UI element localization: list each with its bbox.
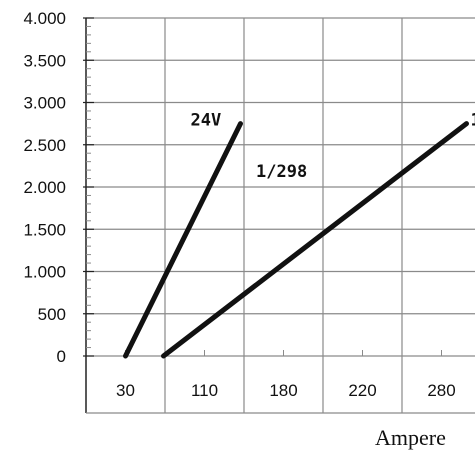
y-tick-label: 4.000	[23, 9, 66, 28]
y-tick-label: 3.000	[23, 94, 66, 113]
x-tick-label: 30	[116, 381, 135, 400]
x-tick-label: 280	[427, 381, 455, 400]
y-tick-label: 0	[57, 347, 66, 366]
x-tick-label: 220	[348, 381, 376, 400]
y-tick-label: 1.500	[23, 220, 66, 239]
series-line-12v	[161, 121, 469, 359]
y-tick-label: 3.500	[23, 51, 66, 70]
y-tick-label: 2.500	[23, 136, 66, 155]
series-label-12v: 12V	[471, 111, 475, 131]
y-tick-label: 1.000	[23, 263, 66, 282]
y-tick-labels: 0 500 1.000 1.500 2.000 2.500 3.000 3.500 4.000	[23, 9, 66, 366]
series-labels: 24V 12V	[191, 111, 475, 131]
x-tick-labels: 30 110 180 220 280	[116, 381, 456, 400]
axes	[83, 17, 475, 414]
y-tick-label: 500	[38, 305, 66, 324]
x-tick-label: 180	[269, 381, 297, 400]
x-tick-label: 110	[191, 381, 218, 400]
series-line-24v	[123, 121, 243, 359]
y-tick-label: 2.000	[23, 178, 66, 197]
grid	[86, 17, 475, 413]
series-label-24v: 24V	[191, 111, 222, 131]
gear-ratio-annotation: 1/298	[256, 162, 307, 182]
series-lines	[123, 121, 469, 359]
x-axis-label: Ampere	[375, 425, 446, 450]
